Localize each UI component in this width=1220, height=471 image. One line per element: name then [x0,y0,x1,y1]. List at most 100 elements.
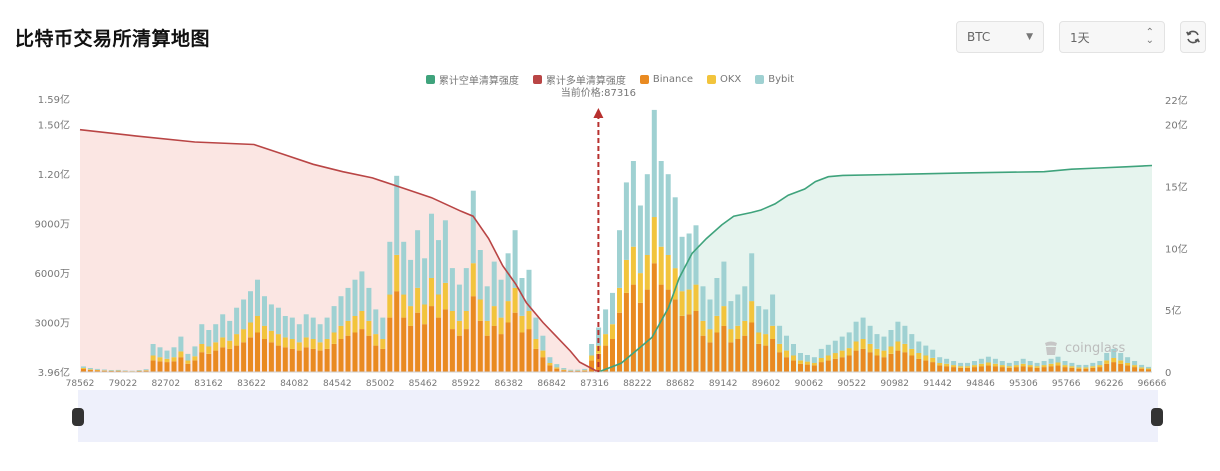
x-tick-label: 87316 [580,379,609,389]
bar-binance [804,364,810,372]
bar-bybit [415,230,421,288]
right-tick-label: 10亿 [1165,242,1188,255]
bar-okx [150,355,156,361]
long-cum-area [80,129,599,372]
x-tick-label: 85002 [366,379,395,389]
bar-okx [749,301,755,323]
bar-okx [1027,365,1033,368]
refresh-icon [1186,30,1200,44]
bar-okx [303,337,309,348]
range-slider-left-handle[interactable] [72,408,84,426]
bar-okx [818,358,824,363]
current-price-arrow-icon [593,108,604,118]
bar-binance [331,344,337,372]
bar-okx [777,344,783,353]
bar-okx [1104,360,1110,364]
bar-bybit [916,341,922,353]
legend-item-long-cum[interactable]: 累计多单清算强度 [532,72,626,87]
legend-item-short-cum[interactable]: 累计空单清算强度 [425,72,519,87]
bar-bybit [742,286,748,321]
bar-binance [505,322,511,372]
bar-binance [665,289,671,372]
bar-bybit [728,301,734,330]
bar-binance [94,370,100,372]
bar-binance [477,320,483,372]
bar-bybit [324,317,330,339]
bar-bybit [589,344,595,356]
bar-bybit [234,307,240,335]
bar-okx [881,350,887,358]
bar-binance [672,299,678,372]
bar-binance [143,370,149,372]
bar-okx [352,316,358,333]
bar-binance [784,357,789,372]
bar-bybit [408,259,414,307]
bar-bybit [178,336,184,352]
bar-bybit [923,345,929,356]
symbol-select[interactable]: BTC ▼ [956,21,1044,53]
bar-okx [707,329,713,343]
bar-bybit [268,304,274,331]
legend-item-binance[interactable]: Binance [639,72,693,87]
bar-binance [999,367,1005,372]
time-range-value: 1天 [1070,30,1090,45]
bar-bybit [255,279,260,316]
bar-okx [937,362,943,366]
refresh-button[interactable] [1180,21,1206,53]
legend-item-okx[interactable]: OKX [706,72,741,87]
bar-okx [470,263,476,297]
symbol-select-value: BTC [967,30,991,44]
bar-okx [846,348,852,356]
bar-bybit [721,261,727,307]
bar-okx [94,369,100,371]
bar-bybit [853,321,859,342]
time-range-select[interactable]: 1天 ⌃ ⌄ [1059,21,1165,53]
bar-binance [234,345,240,372]
bar-binance [763,345,769,372]
bar-binance [206,353,212,372]
bar-binance [408,325,414,372]
bar-bybit [902,325,908,344]
bar-bybit [623,182,629,260]
x-tick-label: 91442 [923,379,952,389]
left-tick-label: 1.59亿 [38,93,70,106]
legend-item-bybit[interactable]: Bybit [755,72,794,87]
bar-binance [547,365,553,372]
bar-bybit [122,370,128,371]
bar-okx [373,334,379,346]
bar-binance [909,355,915,372]
bar-bybit [1041,361,1047,366]
bar-binance [874,355,880,372]
bar-okx [143,370,149,371]
bar-binance [192,360,198,372]
bar-okx [1111,358,1117,363]
range-slider-right-handle[interactable] [1151,408,1163,426]
bar-okx [617,287,622,313]
bar-bybit [1125,357,1131,363]
bar-okx [874,348,880,356]
bar-bybit [944,358,950,364]
bar-okx [1062,365,1068,368]
right-tick-label: 22亿 [1165,94,1188,107]
legend-swatch [639,75,649,84]
bar-binance [359,329,365,372]
x-tick-label: 88682 [666,379,695,389]
x-tick-label: 95766 [1052,379,1081,389]
page-title: 比特币交易所清算地图 [15,28,211,50]
bar-bybit [1048,358,1054,364]
left-tick-label: 6000万 [35,269,70,280]
bar-okx [463,311,469,330]
bar-okx [498,317,504,335]
bar-bybit [331,306,337,333]
range-slider-track[interactable] [78,390,1158,442]
bar-bybit [387,241,393,295]
bar-okx [324,339,330,349]
bar-binance [463,329,469,372]
bar-okx [700,320,706,336]
bar-okx [798,360,803,364]
bar-bybit [171,347,177,358]
bar-okx [1076,367,1082,369]
x-tick-label: 94846 [966,379,995,389]
bar-bybit [359,271,365,311]
bar-bybit [825,344,831,356]
